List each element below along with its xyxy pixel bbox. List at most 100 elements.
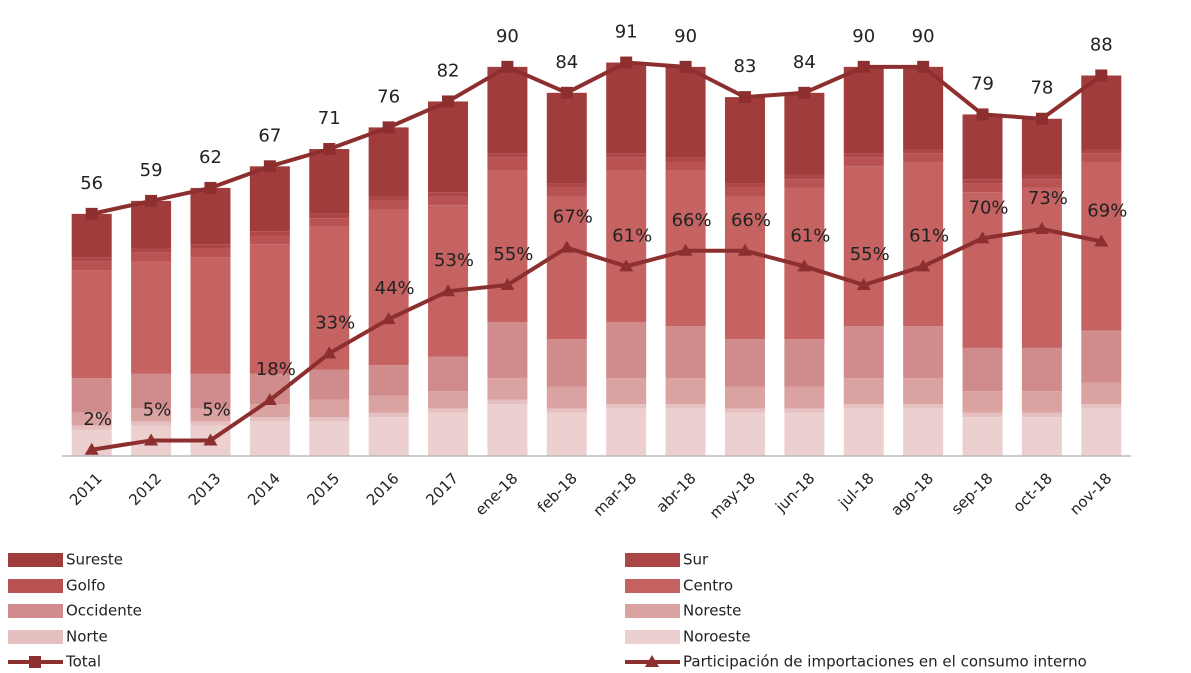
bar-segment — [428, 101, 469, 193]
line-marker — [1095, 69, 1108, 82]
line-marker — [917, 60, 930, 73]
bar-segment — [724, 196, 765, 340]
data-label: 90 — [912, 26, 935, 47]
bar-segment — [131, 248, 172, 253]
bar-segment — [843, 157, 884, 167]
line-marker — [204, 181, 217, 194]
line — [91, 60, 1103, 216]
bar-segment — [1021, 412, 1062, 418]
bar-segment — [368, 127, 409, 197]
x-tick-label: 2015 — [304, 469, 344, 509]
bar-segment — [249, 166, 290, 232]
bar-segment — [1081, 382, 1122, 405]
bar-segment — [190, 257, 231, 374]
line-marker — [619, 259, 634, 272]
legend-label: Centro — [683, 577, 733, 595]
bar-segment — [1021, 417, 1062, 456]
bar-segment — [962, 114, 1003, 180]
line-marker — [975, 231, 990, 244]
data-label: 79 — [971, 73, 994, 94]
data-label: 55% — [850, 244, 890, 265]
data-label: 70% — [969, 197, 1009, 218]
bar-segment — [665, 326, 706, 379]
x-tick-label: 2017 — [422, 469, 462, 509]
bar-segment — [309, 399, 350, 418]
legend-label: Sur — [683, 551, 709, 569]
line-marker — [84, 442, 99, 455]
bar-segment — [309, 213, 350, 219]
bar-segment — [71, 270, 112, 379]
legend-swatch — [8, 630, 63, 644]
bar-segment — [368, 200, 409, 210]
data-label: 61% — [612, 225, 652, 246]
bar-segment — [1021, 174, 1062, 180]
bar-segment — [784, 179, 825, 188]
bar-segment — [1081, 153, 1122, 162]
data-label: 53% — [434, 250, 474, 271]
bar-segment — [190, 244, 231, 249]
line-marker — [620, 56, 633, 69]
x-tick-label: abr-18 — [653, 469, 700, 516]
bar-segment — [724, 339, 765, 387]
bar-segment — [487, 399, 528, 405]
legend-swatch — [8, 579, 63, 593]
data-label: 33% — [315, 312, 355, 333]
bar-segment — [606, 62, 647, 154]
bar-segment — [428, 192, 469, 197]
data-label: 76 — [377, 86, 400, 107]
bar-segment — [665, 66, 706, 158]
bar-segment — [962, 179, 1003, 184]
x-tick-label: mar-18 — [590, 469, 641, 520]
bar-segment — [368, 209, 409, 366]
bar-segment — [903, 153, 944, 162]
x-tick-label: oct-18 — [1009, 469, 1056, 516]
bar-segment — [784, 408, 825, 413]
bar-segment — [546, 386, 587, 409]
line-marker — [916, 259, 931, 272]
x-tick-label: ago-18 — [887, 469, 937, 519]
bar-segment — [1081, 408, 1122, 456]
bar-segment — [368, 365, 409, 396]
bar-segment — [843, 326, 884, 379]
data-label: 91 — [615, 22, 638, 43]
bar-segment — [903, 404, 944, 409]
legend-label: Noreste — [683, 602, 741, 620]
legend-swatch — [8, 553, 63, 567]
bar-segment — [487, 157, 528, 171]
bar-segment — [368, 412, 409, 418]
bar-segment — [71, 425, 112, 431]
bar-segment — [71, 261, 112, 271]
legend-label: Noroeste — [683, 628, 751, 646]
legend-swatch — [625, 604, 680, 618]
bar-segment — [962, 417, 1003, 456]
bar-segment — [546, 408, 587, 413]
line-marker — [738, 91, 751, 104]
x-tick-label: nov-18 — [1066, 469, 1115, 518]
line-marker — [679, 60, 692, 73]
bar-segment — [606, 153, 647, 158]
bar-segment — [71, 213, 112, 258]
line-marker — [203, 433, 218, 446]
bar-segment — [487, 321, 528, 379]
bar-segment — [71, 412, 112, 426]
bar-segment — [724, 183, 765, 188]
x-tick-label: may-18 — [706, 469, 759, 522]
bar-segment — [903, 149, 944, 154]
line-marker — [976, 108, 989, 121]
bar-segment — [962, 347, 1003, 392]
bar-segment — [665, 404, 706, 409]
x-tick-label: ene-18 — [472, 469, 522, 519]
x-tick-label: 2013 — [185, 469, 225, 509]
line-marker — [442, 95, 455, 108]
data-label: 78 — [1030, 78, 1053, 99]
bar-segment — [1021, 187, 1062, 348]
line-marker — [678, 243, 693, 256]
data-label: 61% — [790, 225, 830, 246]
bar-segment — [903, 408, 944, 456]
data-label: 5% — [143, 399, 172, 420]
bar-segment — [784, 412, 825, 456]
line-marker — [797, 259, 812, 272]
bar-segment — [190, 373, 231, 409]
legend-marker — [645, 655, 659, 667]
bar-segment — [843, 408, 884, 456]
